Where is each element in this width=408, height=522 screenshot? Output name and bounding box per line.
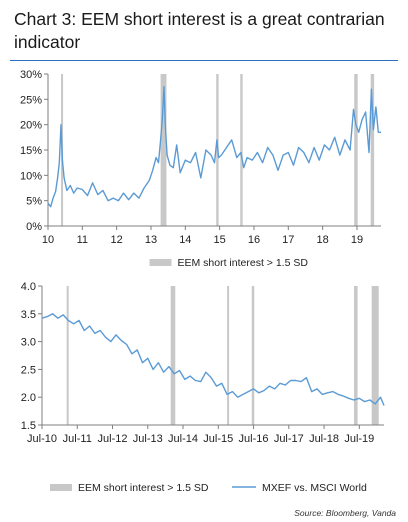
chart-title: Chart 3: EEM short interest is a great c…: [14, 9, 385, 52]
source-note: Source: Bloomberg, Vanda: [294, 508, 396, 518]
y-tick-label: 0%: [26, 221, 42, 233]
y-tick-label: 5%: [26, 196, 42, 208]
legend-swatch-band: [149, 259, 172, 266]
y-tick-label: 10%: [20, 170, 42, 182]
x-tick-label: Jul-12: [98, 433, 128, 445]
highlight-band: [354, 286, 358, 425]
y-tick-label: 3.0: [21, 337, 36, 349]
legend-label-band: EEM short interest > 1.5 SD: [78, 482, 209, 494]
title-divider: [10, 60, 398, 61]
series-line: [41, 313, 385, 406]
highlight-band: [240, 74, 243, 226]
short-interest-chart: 0% 5% 10% 15% 20% 25% 30% 10 11 12 13 14 15 16 17 18 19 E…: [20, 69, 381, 269]
legend-label-line: MXEF vs. MSCI World: [262, 482, 367, 494]
y-tick-label: 25%: [20, 94, 42, 106]
x-tick-label: 10: [42, 234, 54, 246]
x-tick-label: 17: [282, 234, 294, 246]
x-tick-label: Jul-16: [239, 433, 269, 445]
x-tick-label: 12: [111, 234, 123, 246]
highlight-band: [370, 74, 375, 226]
series-line: [47, 86, 381, 208]
x-tick-label: Jul-11: [63, 433, 92, 445]
x-tick-label: Jul-13: [133, 433, 163, 445]
x-tick-label: Jul-17: [274, 433, 304, 445]
legend-swatch-band: [50, 484, 72, 491]
y-tick-label: 30%: [20, 69, 42, 81]
x-tick-label: Jul-19: [344, 433, 374, 445]
x-tick-label: Jul-10: [27, 433, 57, 445]
mxef-relative-chart: 1.5 2.0 2.5 3.0 3.5 4.0 Jul-10 Jul-11 Jul-12 Jul-…: [21, 281, 385, 494]
y-tick-label: 4.0: [21, 281, 36, 293]
x-tick-label: 13: [145, 234, 157, 246]
highlight-band: [227, 286, 230, 425]
y-tick-label: 1.5: [21, 420, 36, 432]
y-tick-label: 20%: [20, 120, 42, 132]
highlight-band: [354, 74, 358, 226]
y-tick-label: 15%: [20, 145, 42, 157]
highlight-band: [66, 286, 69, 425]
highlight-band: [160, 74, 167, 226]
legend-label-band: EEM short interest > 1.5 SD: [178, 257, 309, 269]
x-tick-label: 16: [248, 234, 260, 246]
highlight-band: [371, 286, 379, 425]
highlight-band: [170, 286, 176, 425]
x-tick-label: Jul-14: [168, 433, 198, 445]
y-tick-label: 2.5: [21, 364, 36, 376]
x-tick-label: 18: [317, 234, 329, 246]
x-tick-label: 15: [214, 234, 226, 246]
highlight-band: [251, 286, 255, 425]
x-tick-label: 19: [351, 234, 363, 246]
y-tick-label: 2.0: [21, 392, 36, 404]
y-tick-label: 3.5: [21, 309, 36, 321]
x-tick-label: 14: [179, 234, 191, 246]
x-tick-label: Jul-18: [309, 433, 339, 445]
x-tick-label: 11: [77, 234, 88, 246]
x-tick-label: Jul-15: [203, 433, 233, 445]
